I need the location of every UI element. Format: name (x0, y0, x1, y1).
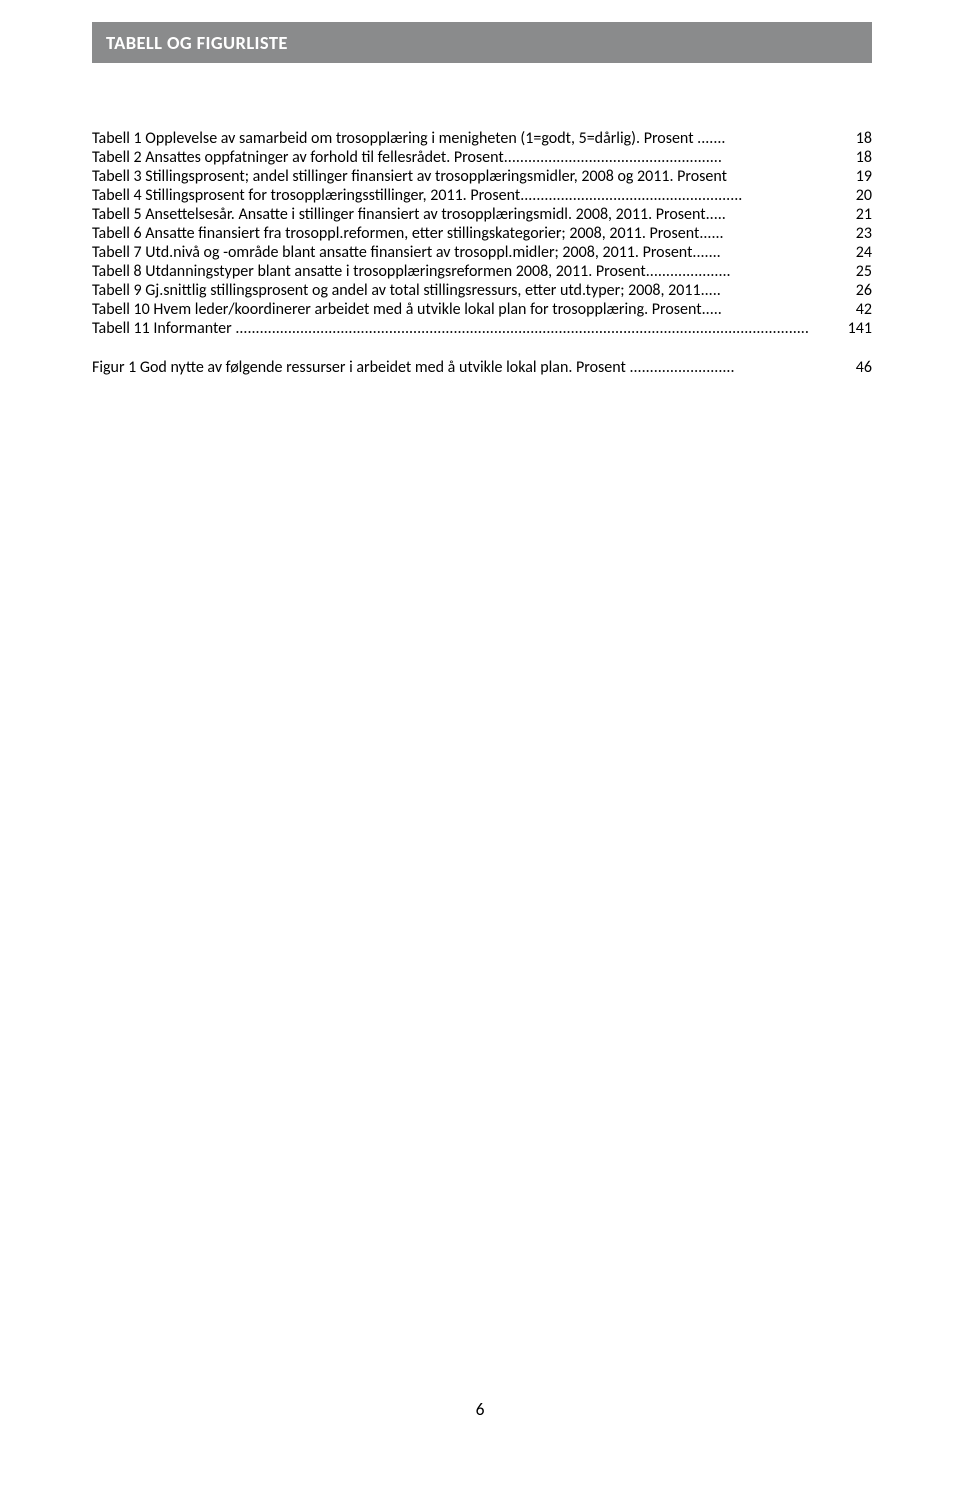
toc-leader-dots: ........................................… (232, 319, 809, 338)
toc-text: Figur 1 God nytte av følgende ressurser … (92, 358, 626, 377)
toc-page: 23 (856, 224, 872, 243)
toc-page: 18 (856, 148, 872, 167)
toc-text: Tabell 4 Stillingsprosent for trosopplær… (92, 186, 520, 205)
toc-figures-list: Figur 1 God nytte av følgende ressurser … (92, 358, 872, 377)
toc-text: Tabell 11 Informanter (92, 319, 232, 338)
toc-leader-dots: ..... (706, 205, 726, 224)
toc-leader-dots: ....... (694, 129, 726, 148)
toc-figure-entry: Figur 1 God nytte av følgende ressurser … (92, 358, 872, 377)
toc-table-entry: Tabell 2 Ansattes oppfatninger av forhol… (92, 148, 872, 167)
toc-table-entry: Tabell 4 Stillingsprosent for trosopplær… (92, 186, 872, 205)
toc-text: Tabell 2 Ansattes oppfatninger av forhol… (92, 148, 504, 167)
toc-table-entry: Tabell 8 Utdanningstyper blant ansatte i… (92, 262, 872, 281)
toc-page: 141 (848, 319, 872, 338)
toc-page: 42 (856, 300, 872, 319)
toc-text: Tabell 1 Opplevelse av samarbeid om tros… (92, 129, 694, 148)
toc-table-entry: Tabell 10 Hvem leder/koordinerer arbeide… (92, 300, 872, 319)
section-header: TABELL OG FIGURLISTE (92, 22, 872, 63)
section-header-title: TABELL OG FIGURLISTE (106, 31, 288, 54)
toc-tables-list: Tabell 1 Opplevelse av samarbeid om tros… (92, 129, 872, 338)
toc-text: Tabell 8 Utdanningstyper blant ansatte i… (92, 262, 646, 281)
toc-leader-dots: ........................................… (520, 186, 742, 205)
page-number: 6 (0, 1398, 960, 1420)
toc-table-entry: Tabell 11 Informanter ..................… (92, 319, 872, 338)
toc-leader-dots: ..... (702, 300, 722, 319)
toc-table-entry: Tabell 3 Stillingsprosent; andel stillin… (92, 167, 872, 186)
toc-page: 19 (856, 167, 872, 186)
toc-table-entry: Tabell 1 Opplevelse av samarbeid om tros… (92, 129, 872, 148)
toc-page: 20 (856, 186, 872, 205)
toc-leader-dots: ....... (692, 243, 720, 262)
toc-text: Tabell 7 Utd.nivå og -område blant ansat… (92, 243, 692, 262)
toc-table-entry: Tabell 6 Ansatte finansiert fra trosoppl… (92, 224, 872, 243)
toc-leader-dots: ..................... (646, 262, 731, 281)
toc-leader-dots: ..... (701, 281, 721, 300)
toc-text: Tabell 10 Hvem leder/koordinerer arbeide… (92, 300, 702, 319)
toc-table-entry: Tabell 9 Gj.snittlig stillingsprosent og… (92, 281, 872, 300)
toc-text: Tabell 3 Stillingsprosent; andel stillin… (92, 167, 727, 186)
toc-page: 46 (856, 358, 872, 377)
toc-page: 24 (856, 243, 872, 262)
toc-leader-dots: .......................... (626, 358, 735, 377)
toc-page: 25 (856, 262, 872, 281)
toc-text: Tabell 6 Ansatte finansiert fra trosoppl… (92, 224, 699, 243)
toc-page: 18 (856, 129, 872, 148)
toc-page: 21 (856, 205, 872, 224)
toc-text: Tabell 9 Gj.snittlig stillingsprosent og… (92, 281, 701, 300)
toc-text: Tabell 5 Ansettelsesår. Ansatte i stilli… (92, 205, 706, 224)
toc-leader-dots: ........................................… (504, 148, 722, 167)
toc-table-entry: Tabell 7 Utd.nivå og -område blant ansat… (92, 243, 872, 262)
toc-table-entry: Tabell 5 Ansettelsesår. Ansatte i stilli… (92, 205, 872, 224)
toc-page: 26 (856, 281, 872, 300)
toc-leader-dots: ...... (699, 224, 723, 243)
